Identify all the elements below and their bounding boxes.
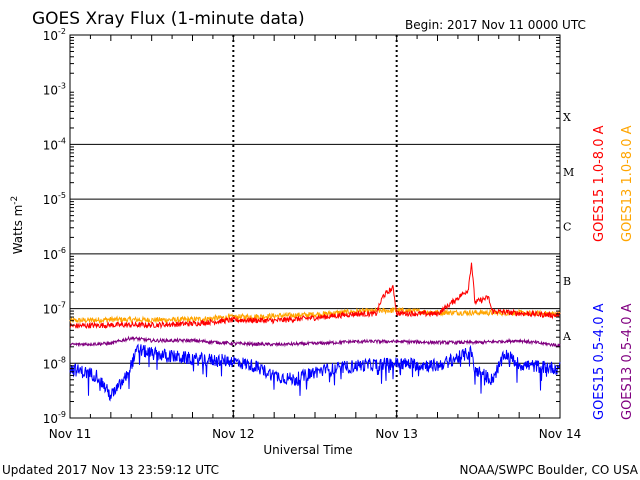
x-axis-ticks: Nov 11 Nov 12 Nov 13 Nov 14	[49, 35, 582, 441]
y-tick-label: 10-3	[43, 82, 66, 98]
x-axis-label: Universal Time	[263, 443, 352, 457]
flare-class-b: B	[563, 275, 571, 288]
y-tick-label: 10-9	[43, 410, 66, 426]
x-tick-label: Nov 11	[49, 427, 92, 441]
x-tick-label: Nov 12	[212, 427, 255, 441]
updated-label: Updated 2017 Nov 13 23:59:12 UTC	[2, 463, 219, 477]
chart-title: GOES Xray Flux (1-minute data)	[32, 9, 305, 29]
plot-area	[69, 34, 561, 419]
flare-class-labels: X M C B A	[562, 111, 574, 343]
flare-class-a: A	[562, 330, 572, 343]
y-tick-label: 10-2	[43, 27, 66, 43]
x-tick-label: Nov 14	[539, 427, 582, 441]
plot-border	[69, 34, 561, 419]
series-line-4	[69, 343, 561, 402]
series-line-1	[69, 306, 561, 325]
legend-entry: GOES13 0.5-4.0 A	[620, 303, 635, 420]
y-axis-label: Watts m-2	[10, 196, 25, 255]
begin-label: Begin: 2017 Nov 11 0000 UTC	[405, 18, 586, 32]
legend-entry: GOES15 0.5-4.0 A	[592, 303, 607, 420]
series-layer	[69, 262, 561, 402]
y-tick-label: 10-4	[43, 136, 66, 152]
series-line-3	[69, 335, 561, 348]
y-tick-label: 10-5	[43, 191, 66, 207]
y-axis-label-exp: -2	[10, 196, 20, 205]
flare-class-c: C	[563, 221, 571, 234]
flare-class-m: M	[563, 166, 574, 179]
y-tick-label: 10-7	[43, 301, 66, 317]
legend-entry: GOES15 1.0-8.0 A	[592, 125, 607, 242]
legend-entry: GOES13 1.0-8.0 A	[620, 125, 635, 242]
y-axis-label-base: Watts m	[11, 205, 25, 255]
legend: GOES15 1.0-8.0 A GOES13 1.0-8.0 A GOES15 0…	[592, 125, 635, 420]
y-tick-label: 10-8	[43, 355, 66, 371]
x-tick-label: Nov 13	[375, 427, 418, 441]
series-line-2	[69, 262, 561, 330]
credit-label: NOAA/SWPC Boulder, CO USA	[460, 463, 639, 477]
y-tick-label: 10-6	[43, 246, 66, 262]
grid-lines	[70, 35, 560, 418]
flare-class-x: X	[563, 111, 571, 124]
y-axis-ticks: 10-2 10-3 10-4 10-5 10-6 10-7 10-8 10-9	[43, 27, 560, 426]
